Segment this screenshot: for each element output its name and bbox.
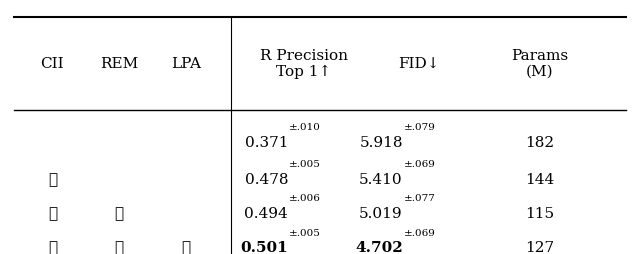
Text: 0.478: 0.478: [244, 172, 288, 186]
Text: ✓: ✓: [115, 241, 124, 254]
Text: 4.702: 4.702: [355, 241, 403, 254]
Text: 182: 182: [525, 136, 554, 150]
Text: 0.501: 0.501: [241, 241, 288, 254]
Text: LPA: LPA: [171, 57, 201, 71]
Text: ✓: ✓: [182, 241, 191, 254]
Text: CII: CII: [40, 57, 64, 71]
Text: ±.077: ±.077: [403, 194, 435, 202]
Text: 0.371: 0.371: [244, 136, 288, 150]
Text: FID↓: FID↓: [398, 57, 440, 71]
Text: 115: 115: [525, 206, 554, 220]
Text: ✓: ✓: [48, 241, 57, 254]
Text: ±.005: ±.005: [289, 228, 321, 237]
Text: ±.079: ±.079: [403, 123, 435, 132]
Text: 0.494: 0.494: [244, 206, 288, 220]
Text: ±.005: ±.005: [289, 159, 321, 168]
Text: 5.019: 5.019: [359, 206, 403, 220]
Text: ✓: ✓: [48, 206, 57, 220]
Text: ±.069: ±.069: [403, 228, 435, 237]
Text: 5.918: 5.918: [359, 136, 403, 150]
Text: REM: REM: [100, 57, 138, 71]
Text: 127: 127: [525, 241, 554, 254]
Text: R Precision
Top 1↑: R Precision Top 1↑: [260, 49, 348, 79]
Text: ±.006: ±.006: [289, 194, 321, 202]
Text: Params
(M): Params (M): [511, 49, 568, 79]
Text: 144: 144: [525, 172, 554, 186]
Text: ±.010: ±.010: [289, 123, 321, 132]
Text: ✓: ✓: [115, 206, 124, 220]
Text: ✓: ✓: [48, 172, 57, 186]
Text: 5.410: 5.410: [359, 172, 403, 186]
Text: ±.069: ±.069: [403, 159, 435, 168]
